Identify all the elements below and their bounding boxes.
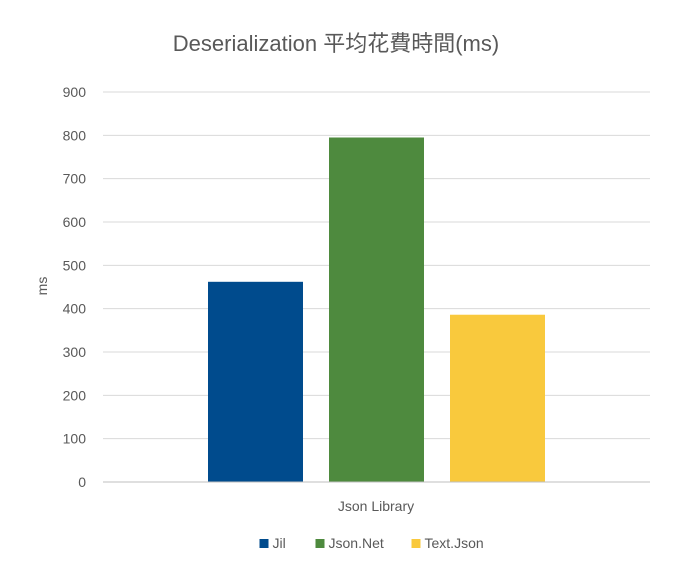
y-tick-label: 100 bbox=[63, 431, 87, 447]
bar-jil bbox=[208, 281, 303, 482]
x-axis-title: Json Library bbox=[338, 498, 414, 514]
legend-swatch-json-net bbox=[315, 539, 325, 548]
y-tick-label: 900 bbox=[63, 84, 87, 100]
y-axis-title: ms bbox=[34, 277, 50, 296]
y-axis-ticks: 0 100 200 300 400 500 600 700 800 900 bbox=[63, 84, 87, 490]
bar-json-net bbox=[329, 137, 424, 482]
y-tick-label: 0 bbox=[78, 474, 86, 490]
y-tick-label: 200 bbox=[63, 387, 87, 403]
y-tick-label: 800 bbox=[63, 127, 87, 143]
bars bbox=[208, 137, 545, 482]
bar-text-json bbox=[450, 314, 545, 482]
y-tick-label: 500 bbox=[63, 257, 87, 273]
chart-title: Deserialization 平均花費時間(ms) bbox=[173, 31, 499, 56]
y-tick-label: 700 bbox=[63, 171, 87, 187]
y-tick-label: 600 bbox=[63, 214, 87, 230]
legend-label-text-json: Text.Json bbox=[425, 535, 484, 551]
y-tick-label: 300 bbox=[63, 344, 87, 360]
legend: Jil Json.Net Text.Json bbox=[259, 535, 484, 551]
legend-swatch-text-json bbox=[411, 539, 421, 548]
legend-label-jil: Jil bbox=[273, 535, 286, 551]
legend-label-json-net: Json.Net bbox=[329, 535, 384, 551]
y-tick-label: 400 bbox=[63, 301, 87, 317]
legend-swatch-jil bbox=[259, 539, 269, 548]
